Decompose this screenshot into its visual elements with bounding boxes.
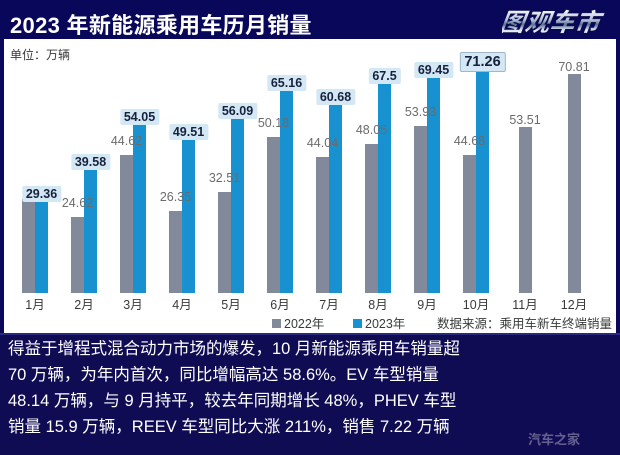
svg-text:图观车市: 图观车市 bbox=[502, 9, 606, 37]
